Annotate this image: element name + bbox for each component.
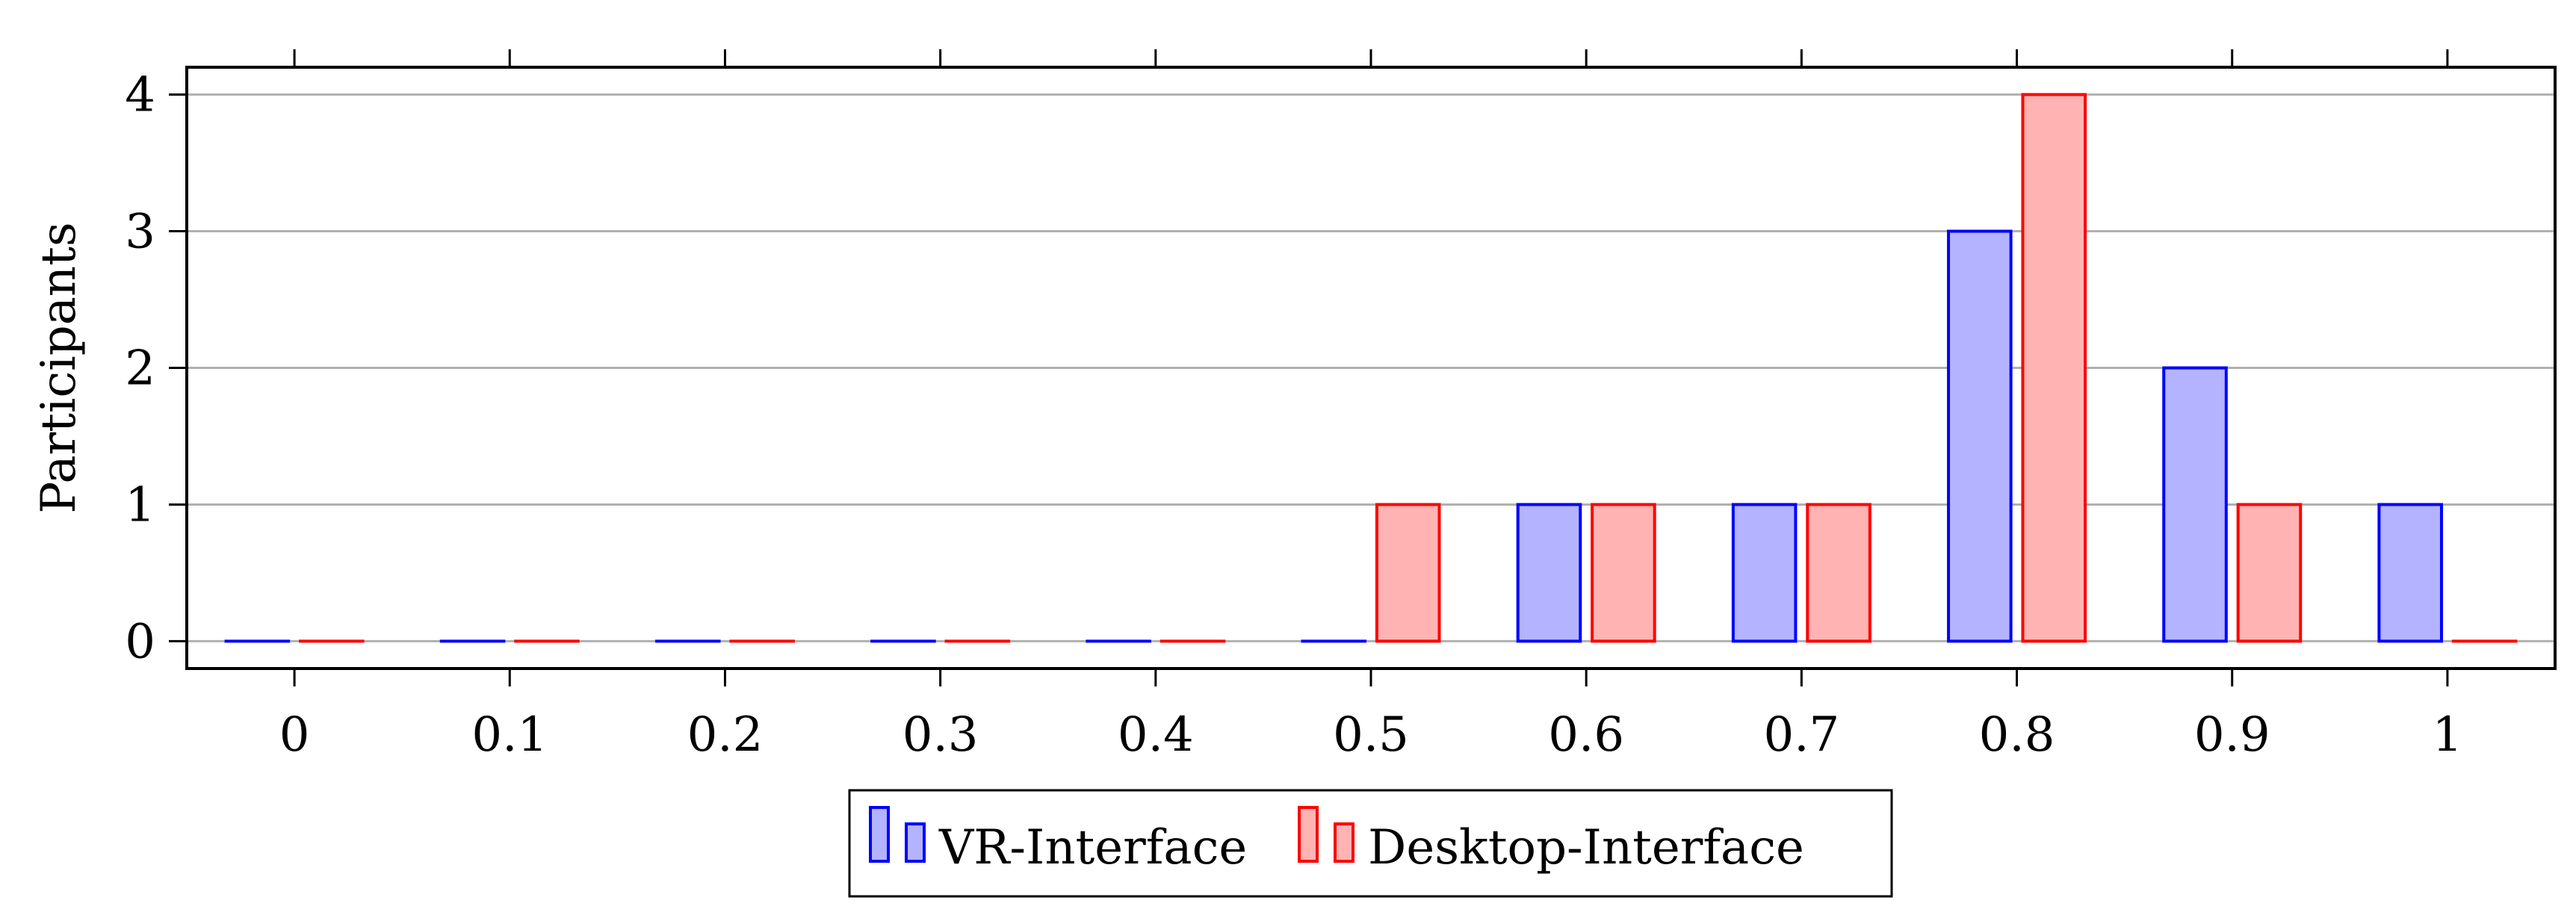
grid-lines [187, 93, 2555, 642]
legend: VR-Interface Desktop-Interface [848, 789, 1893, 898]
legend-swatch [1298, 806, 1319, 863]
legend-swatch [905, 822, 926, 863]
y-tick-label: 3 [125, 205, 155, 260]
legend-box [848, 789, 1893, 898]
y-tick-labels: 0 1 2 3 4 [125, 68, 155, 670]
y-axis-title: Participants [31, 222, 87, 513]
bar [2377, 503, 2443, 643]
x-tick-label: 0 [279, 707, 310, 763]
legend-label: Desktop-Interface [1368, 820, 1804, 875]
legend-item: Desktop-Interface [1298, 806, 1804, 875]
x-tick-label: 0.7 [1763, 707, 1839, 763]
x-tick-label: 0.9 [2194, 707, 2270, 763]
bar [1806, 503, 1871, 643]
legend-swatch [1334, 822, 1354, 863]
x-tick-label: 0.4 [1118, 707, 1194, 763]
bar [1731, 503, 1798, 643]
x-tick-label: 0.1 [471, 707, 548, 763]
x-tick-labels: 0 0.1 0.2 0.3 0.4 0.5 0.6 0.7 0.8 0.9 1 [279, 707, 2463, 763]
x-tick-label: 0.5 [1333, 707, 1409, 763]
y-tick-label: 4 [125, 68, 155, 123]
y-tick-label: 2 [125, 341, 155, 397]
bar [1375, 503, 1441, 643]
legend-swatch [869, 806, 890, 863]
x-tick-label: 0.6 [1548, 707, 1624, 763]
legend-item: VR-Interface [869, 806, 1247, 875]
x-tick-label: 0.8 [1979, 707, 2055, 763]
bar [2162, 366, 2228, 643]
x-tick-label: 0.2 [687, 707, 764, 763]
bar [2236, 503, 2303, 643]
bar [2021, 93, 2087, 643]
axis-ticks [169, 49, 2449, 686]
bars [224, 93, 2518, 643]
bar [1516, 503, 1582, 643]
x-tick-label: 0.3 [902, 707, 979, 763]
bar [1947, 229, 2013, 643]
x-tick-label: 1 [2433, 707, 2463, 763]
legend-label: VR-Interface [938, 820, 1247, 875]
bar [1591, 503, 1656, 643]
y-tick-label: 0 [125, 614, 155, 669]
y-tick-label: 1 [125, 477, 155, 533]
